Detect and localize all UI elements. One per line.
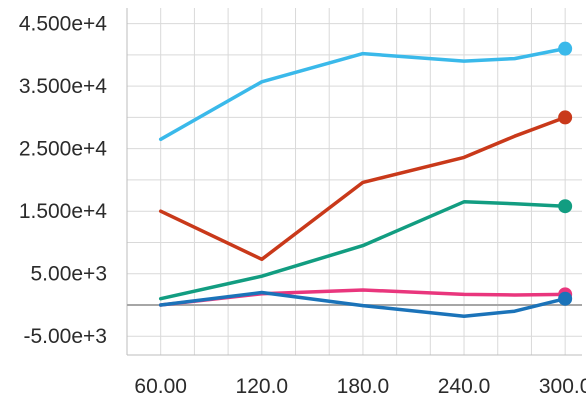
x-tick-label: 180.0 [337,375,390,398]
y-tick-label: 2.500e+4 [19,138,107,161]
series-end-marker-1 [558,41,573,56]
series-line-1 [158,46,567,142]
series-end-marker-2 [558,110,573,125]
y-tick-label: 5.00e+3 [31,263,108,286]
x-tick-label: 240.0 [438,375,491,398]
y-tick-label: 1.500e+4 [19,200,107,223]
x-tick-label: 300.0 [539,375,586,398]
series-end-marker-3 [558,199,573,214]
series-line-5 [158,290,567,318]
x-tick-label: 60.00 [134,375,187,398]
y-tick-label: 3.500e+4 [19,75,107,98]
series-end-marker-5 [558,291,573,306]
series-line-3 [158,200,567,301]
x-tick-label: 120.0 [236,375,289,398]
y-tick-label: -5.00e+3 [24,325,108,348]
tick-labels: -5.00e+3 5.00e+3 1.500e+4 2.500e+4 3.500e+4 4… [19,13,586,398]
series-lines [158,41,573,318]
y-tick-label: 4.500e+4 [19,13,107,36]
series-line-2 [158,115,567,262]
